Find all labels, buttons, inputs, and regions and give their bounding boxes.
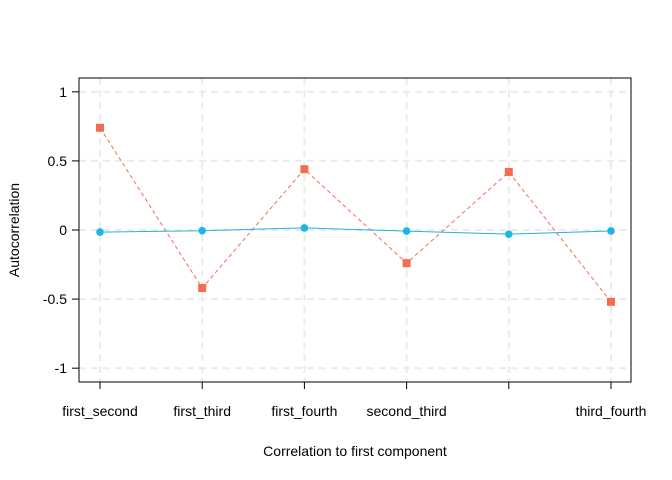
data-point xyxy=(607,297,615,306)
data-point xyxy=(402,259,411,268)
data-point xyxy=(300,224,309,232)
y-axis-title: Autocorrelation xyxy=(6,183,22,277)
y-tick-label: -1 xyxy=(55,360,68,376)
data-point xyxy=(402,227,411,235)
axes: first_second first_third first_fourth secon… xyxy=(43,84,647,419)
y-tick-label: 0.5 xyxy=(48,153,68,169)
x-tick-label: third_fourth xyxy=(576,403,647,419)
data-point xyxy=(96,228,104,236)
x-tick-label: first_third xyxy=(173,403,231,419)
y-tick-label: -0.5 xyxy=(43,291,67,307)
data-point xyxy=(505,230,513,238)
x-tick-label: second_third xyxy=(367,403,447,419)
series-1 xyxy=(96,123,615,306)
series-layer xyxy=(96,123,615,306)
data-point xyxy=(96,123,104,132)
y-tick-label: 1 xyxy=(59,84,67,100)
data-point xyxy=(607,227,615,235)
series-line xyxy=(99,227,612,235)
series-2 xyxy=(96,224,615,238)
x-tick-label: first_fourth xyxy=(271,403,337,419)
data-point xyxy=(300,165,309,174)
data-point xyxy=(504,167,513,176)
data-point xyxy=(198,284,207,293)
y-tick-label: 0 xyxy=(59,222,67,238)
data-point xyxy=(198,226,206,235)
series-line xyxy=(99,127,612,303)
x-axis-title: Correlation to first component xyxy=(263,443,447,459)
x-tick-label: first_second xyxy=(62,403,137,419)
